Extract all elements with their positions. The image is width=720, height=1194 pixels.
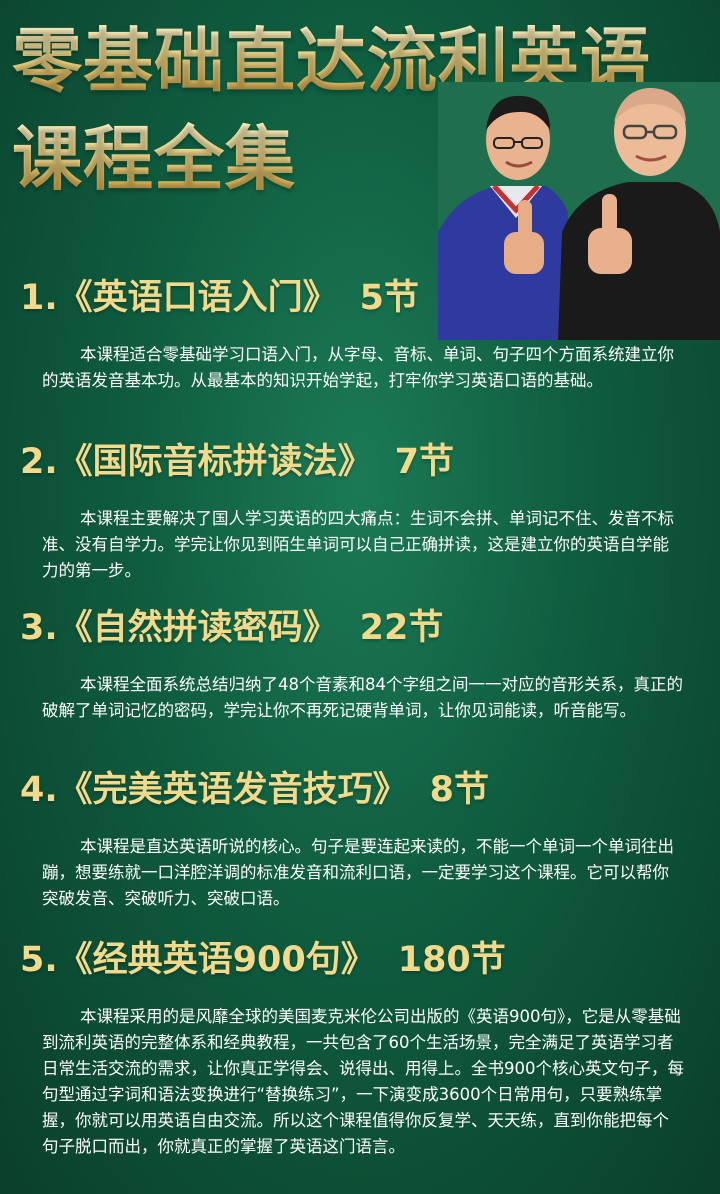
course-description: 本课程全面系统总结归纳了48个音素和84个字组之间一一对应的音形关系，真正的破解…	[42, 675, 683, 720]
course-heading: 2.《国际音标拼读法》 7节	[0, 440, 720, 484]
lesson-count: 22节	[359, 608, 444, 648]
course-title: 5.《经典英语900句》	[20, 940, 376, 980]
page-subtitle: 课程全集	[12, 118, 296, 200]
course-heading: 1.《英语口语入门》 5节	[0, 276, 720, 320]
lesson-count: 5节	[359, 278, 420, 318]
lesson-count: 8节	[429, 770, 490, 810]
course-heading: 5.《经典英语900句》 180节	[0, 938, 720, 982]
course-description: 本课程适合零基础学习口语入门，从字母、音标、单词、句子四个方面系统建立你的英语发…	[42, 345, 674, 390]
course-pronunciation-skills: 4.《完美英语发音技巧》 8节 本课程是直达英语听说的核心。句子是要连起来读的，不…	[0, 768, 720, 912]
course-phonics-code: 3.《自然拼读密码》 22节 本课程全面系统总结归纳了48个音素和84个字组之间一…	[0, 606, 720, 724]
course-title: 1.《英语口语入门》	[20, 278, 338, 318]
lesson-count: 7节	[394, 442, 455, 482]
lesson-count: 180节	[397, 940, 506, 980]
instructors-photo	[438, 82, 720, 340]
course-description: 本课程采用的是风靡全球的美国麦克米伦公司出版的《英语900句》，它是从零基础到流…	[42, 1007, 684, 1156]
course-heading: 4.《完美英语发音技巧》 8节	[0, 768, 720, 812]
course-english-speaking-intro: 1.《英语口语入门》 5节 本课程适合零基础学习口语入门，从字母、音标、单词、句子…	[0, 276, 720, 394]
course-heading: 3.《自然拼读密码》 22节	[0, 606, 720, 650]
course-english-900: 5.《经典英语900句》 180节 本课程采用的是风靡全球的美国麦克米伦公司出版的…	[0, 938, 720, 1160]
course-title: 4.《完美英语发音技巧》	[20, 770, 408, 810]
course-title: 2.《国际音标拼读法》	[20, 442, 373, 482]
instructors-illustration	[438, 82, 720, 340]
course-title: 3.《自然拼读密码》	[20, 608, 338, 648]
course-description: 本课程是直达英语听说的核心。句子是要连起来读的，不能一个单词一个单词往出蹦，想要…	[42, 837, 674, 908]
course-ipa-reading: 2.《国际音标拼读法》 7节 本课程主要解决了国人学习英语的四大痛点：生词不会拼、…	[0, 440, 720, 584]
course-description: 本课程主要解决了国人学习英语的四大痛点：生词不会拼、单词记不住、发音不标准、没有…	[42, 509, 674, 580]
